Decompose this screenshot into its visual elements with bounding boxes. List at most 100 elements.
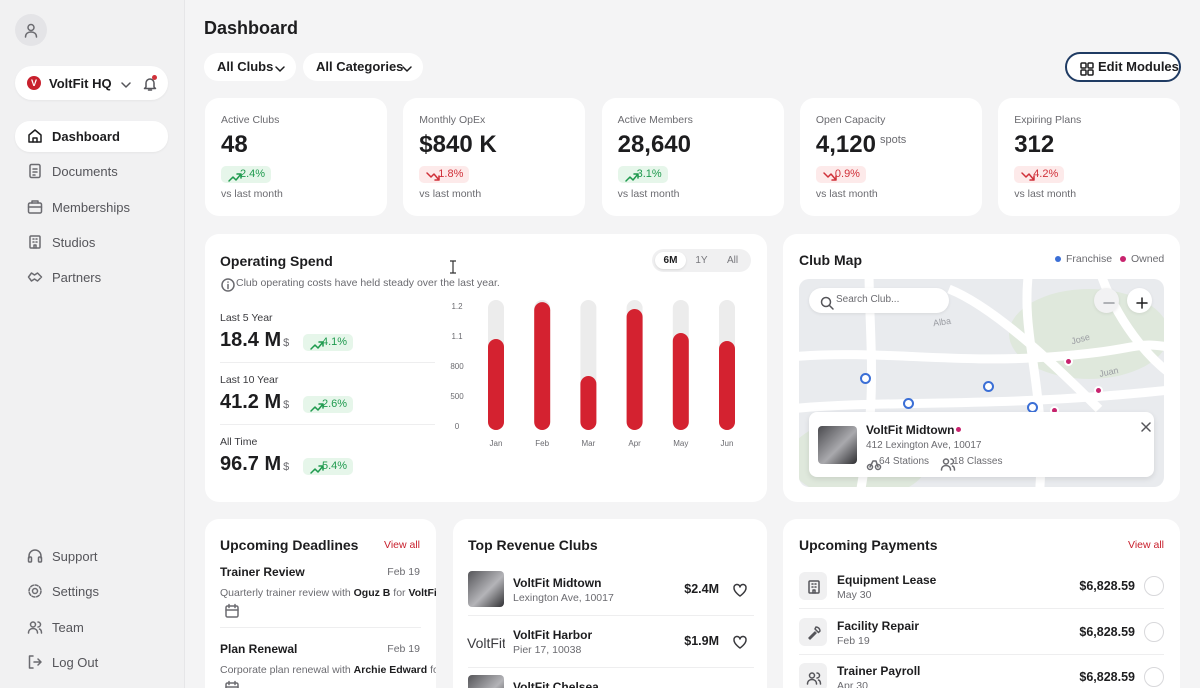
icon-shape <box>940 464 952 471</box>
icon-shape <box>816 672 822 685</box>
icon <box>221 278 235 292</box>
change-badge: 4.1% <box>303 334 354 351</box>
zoom-button[interactable] <box>1094 288 1119 313</box>
owned-pin <box>1094 386 1103 395</box>
icon-shape <box>808 580 820 594</box>
payment-checkbox[interactable] <box>1144 667 1164 687</box>
change-badge: 2.4% <box>221 166 272 183</box>
icon-shape <box>808 672 816 679</box>
nav-item[interactable]: Partners <box>15 262 168 293</box>
view-all-link[interactable]: View all <box>1128 539 1164 551</box>
revenue-card: Top Revenue Clubs VoltFit Midtown Lexingto… <box>453 519 767 688</box>
stat-value-row: 312 <box>1014 131 1054 159</box>
range-tab[interactable]: 1Y <box>695 255 708 266</box>
icon-shape <box>29 235 41 249</box>
deadline-text: Quarterly trainer review with Oguz B for… <box>220 585 436 618</box>
icon-shape <box>27 199 43 214</box>
change-badge: 4.2% <box>1014 166 1065 183</box>
icon-shape <box>28 129 42 143</box>
icon-shape <box>733 583 747 597</box>
icon-shape <box>624 173 639 182</box>
bar <box>626 309 643 430</box>
icon-shape <box>811 583 817 594</box>
icon <box>24 23 38 38</box>
edit-modules-button[interactable]: Edit Modules <box>1065 52 1181 82</box>
change-badge: 2.6% <box>303 396 354 413</box>
nav-item[interactable]: Support <box>15 541 168 572</box>
card-title: Upcoming Payments <box>799 537 938 553</box>
nav-label: Log Out <box>52 654 99 670</box>
deadline-title: Plan Renewal <box>220 642 298 656</box>
change-value: 2.4% <box>240 168 266 180</box>
view-all-link[interactable]: View all <box>384 539 420 551</box>
card-title: Operating Spend <box>220 253 333 269</box>
nav-item[interactable]: Log Out <box>15 647 168 678</box>
club-photo <box>468 571 504 607</box>
y-tick-label: 500 <box>450 392 464 401</box>
icon-shape <box>1141 422 1151 432</box>
icon-shape <box>942 458 950 465</box>
club-photo <box>818 426 857 464</box>
page-title: Dashboard <box>204 18 299 38</box>
nav-label: Memberships <box>52 199 131 215</box>
nav-label: Studios <box>52 234 96 250</box>
divider <box>220 424 435 425</box>
calendar-icon <box>224 603 239 618</box>
icon <box>310 341 324 350</box>
divider <box>468 615 754 616</box>
nav-label: Team <box>52 619 84 635</box>
icon <box>225 603 239 618</box>
nav-item[interactable]: Settings <box>15 576 168 607</box>
stat-card: Expiring Plans 312 4.2% vs last month <box>998 98 1181 216</box>
nav-item[interactable]: Documents <box>15 156 168 187</box>
popup-classes: 18 Classes <box>953 456 1003 467</box>
icon-shape <box>29 164 41 179</box>
search-placeholder: Search Club... <box>836 294 900 305</box>
icon-shape <box>950 458 956 471</box>
stat-card: Open Capacity 4,120 spots 0.9% vs last month <box>799 98 982 216</box>
brand-switcher[interactable]: V VoltFit HQ <box>15 66 168 100</box>
icon-shape <box>828 304 834 310</box>
x-tick-label: Feb <box>535 439 549 448</box>
favorite-button[interactable] <box>732 634 747 649</box>
stat-value-row: $840 K <box>419 131 496 159</box>
zoom-button[interactable] <box>1127 288 1152 313</box>
icon-shape <box>28 129 42 143</box>
nav-item[interactable]: Studios <box>15 227 168 258</box>
icon <box>27 549 43 563</box>
close-popup[interactable] <box>1137 418 1151 432</box>
payment-date: May 30 <box>837 589 872 601</box>
icon <box>275 66 285 72</box>
x-tick-label: Jan <box>490 439 503 448</box>
filter-dropdown[interactable]: All Clubs <box>204 53 296 81</box>
range-tab[interactable]: All <box>726 255 739 266</box>
favorite-button[interactable] <box>732 582 747 597</box>
avatar[interactable] <box>15 14 47 46</box>
icon-shape <box>1080 69 1087 76</box>
nav-item[interactable]: Dashboard <box>15 121 168 152</box>
filter-label: All Clubs <box>217 59 274 74</box>
icon-shape <box>32 168 38 177</box>
nav-item[interactable]: Team <box>15 612 168 643</box>
map-search[interactable]: Search Club... <box>809 288 949 313</box>
nav-item[interactable]: Memberships <box>15 192 168 223</box>
filter-dropdown[interactable]: All Categories <box>303 53 423 81</box>
icon-shape <box>275 66 285 72</box>
club-name: VoltFit Harbor <box>513 628 593 642</box>
icon-shape <box>947 284 1103 413</box>
deadline-text-part: for <box>430 664 436 676</box>
payment-checkbox[interactable] <box>1144 576 1164 596</box>
icon-shape <box>275 66 285 72</box>
icon-shape <box>143 78 157 90</box>
icon-shape <box>28 655 42 669</box>
metric-value: 96.7 M <box>220 453 282 475</box>
metric-label: All Time <box>220 436 258 448</box>
x-tick-label: May <box>673 439 688 448</box>
range-tab[interactable]: 6M <box>655 252 686 269</box>
card-title: Upcoming Deadlines <box>220 537 359 553</box>
metric-value-row: 18.4 M $ <box>220 329 289 352</box>
payment-checkbox[interactable] <box>1144 621 1164 642</box>
icon <box>121 82 131 88</box>
